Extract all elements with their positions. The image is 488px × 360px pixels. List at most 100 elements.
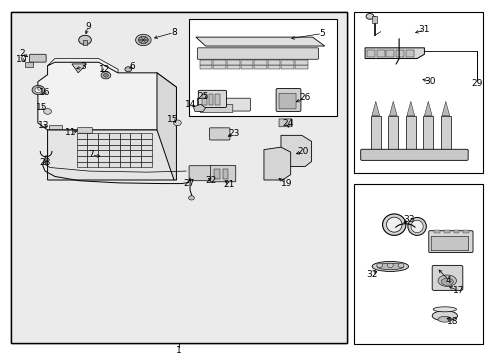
Bar bbox=[281, 65, 293, 69]
Text: 15: 15 bbox=[36, 103, 47, 112]
Bar bbox=[130, 133, 141, 139]
Bar bbox=[215, 94, 220, 105]
Circle shape bbox=[138, 36, 148, 44]
Polygon shape bbox=[365, 48, 424, 59]
Text: 9: 9 bbox=[85, 22, 91, 31]
Polygon shape bbox=[441, 102, 449, 116]
Bar bbox=[98, 150, 109, 156]
Polygon shape bbox=[47, 59, 118, 73]
Bar bbox=[98, 145, 109, 150]
Text: 24: 24 bbox=[282, 119, 293, 128]
Bar bbox=[119, 162, 130, 167]
Bar bbox=[83, 40, 87, 45]
Ellipse shape bbox=[407, 217, 426, 235]
Circle shape bbox=[32, 85, 44, 95]
Circle shape bbox=[386, 263, 392, 267]
Ellipse shape bbox=[410, 220, 422, 233]
Ellipse shape bbox=[371, 261, 408, 271]
Text: 21: 21 bbox=[223, 180, 234, 189]
Bar bbox=[294, 65, 307, 69]
Text: 3: 3 bbox=[80, 62, 86, 71]
FancyBboxPatch shape bbox=[279, 119, 291, 127]
Bar bbox=[98, 139, 109, 145]
Bar bbox=[405, 116, 415, 152]
Bar bbox=[226, 60, 239, 64]
FancyBboxPatch shape bbox=[431, 265, 462, 291]
Polygon shape bbox=[264, 147, 290, 180]
Bar bbox=[130, 139, 141, 145]
Bar bbox=[443, 230, 449, 233]
Bar bbox=[366, 50, 374, 58]
Bar bbox=[141, 162, 151, 167]
FancyBboxPatch shape bbox=[428, 231, 472, 252]
FancyBboxPatch shape bbox=[197, 48, 318, 59]
Bar bbox=[77, 145, 87, 150]
Bar bbox=[213, 60, 225, 64]
Bar bbox=[200, 65, 212, 69]
Polygon shape bbox=[38, 62, 176, 130]
FancyBboxPatch shape bbox=[210, 165, 235, 182]
Bar bbox=[77, 150, 87, 156]
Bar bbox=[130, 162, 141, 167]
Text: 19: 19 bbox=[280, 179, 291, 188]
Polygon shape bbox=[157, 73, 176, 180]
Polygon shape bbox=[193, 104, 205, 111]
Text: 32: 32 bbox=[366, 270, 377, 279]
Circle shape bbox=[366, 14, 373, 19]
Ellipse shape bbox=[440, 278, 452, 285]
Bar bbox=[213, 65, 225, 69]
Polygon shape bbox=[281, 135, 311, 166]
FancyBboxPatch shape bbox=[30, 54, 46, 62]
Bar bbox=[119, 150, 130, 156]
Bar bbox=[109, 139, 119, 145]
Ellipse shape bbox=[431, 311, 457, 321]
Bar bbox=[87, 133, 98, 139]
Bar bbox=[119, 133, 130, 139]
Text: 25: 25 bbox=[197, 91, 208, 100]
Text: 12: 12 bbox=[99, 66, 110, 75]
Bar bbox=[141, 133, 151, 139]
Bar bbox=[281, 60, 293, 64]
Bar bbox=[222, 169, 228, 179]
Text: 1: 1 bbox=[176, 346, 182, 355]
FancyBboxPatch shape bbox=[279, 93, 295, 109]
Bar bbox=[433, 230, 439, 233]
Bar bbox=[453, 230, 458, 233]
FancyBboxPatch shape bbox=[198, 90, 226, 108]
FancyBboxPatch shape bbox=[360, 149, 467, 160]
Bar bbox=[267, 60, 280, 64]
FancyBboxPatch shape bbox=[430, 237, 468, 251]
Bar bbox=[423, 116, 432, 152]
Bar bbox=[130, 145, 141, 150]
Bar bbox=[141, 139, 151, 145]
Bar bbox=[87, 162, 98, 167]
Circle shape bbox=[124, 67, 131, 72]
Bar bbox=[213, 169, 219, 179]
Text: 8: 8 bbox=[171, 28, 177, 37]
Text: 7: 7 bbox=[88, 150, 94, 159]
Bar bbox=[405, 50, 413, 58]
Bar bbox=[98, 162, 109, 167]
Bar bbox=[25, 62, 33, 67]
Bar bbox=[109, 133, 119, 139]
Bar bbox=[294, 60, 307, 64]
Bar bbox=[87, 145, 98, 150]
Bar bbox=[119, 139, 130, 145]
Text: 10: 10 bbox=[16, 55, 27, 64]
Circle shape bbox=[397, 263, 403, 267]
Circle shape bbox=[135, 34, 151, 46]
Text: 15: 15 bbox=[166, 115, 178, 124]
Circle shape bbox=[376, 263, 382, 267]
Circle shape bbox=[103, 73, 108, 77]
Bar bbox=[240, 60, 253, 64]
Bar bbox=[98, 133, 109, 139]
Text: 26: 26 bbox=[299, 93, 310, 102]
Bar bbox=[376, 50, 384, 58]
Bar bbox=[370, 116, 380, 152]
Circle shape bbox=[101, 72, 111, 79]
FancyBboxPatch shape bbox=[78, 127, 92, 133]
Bar bbox=[77, 162, 87, 167]
Bar bbox=[87, 156, 98, 162]
Bar bbox=[119, 156, 130, 162]
Bar bbox=[87, 150, 98, 156]
